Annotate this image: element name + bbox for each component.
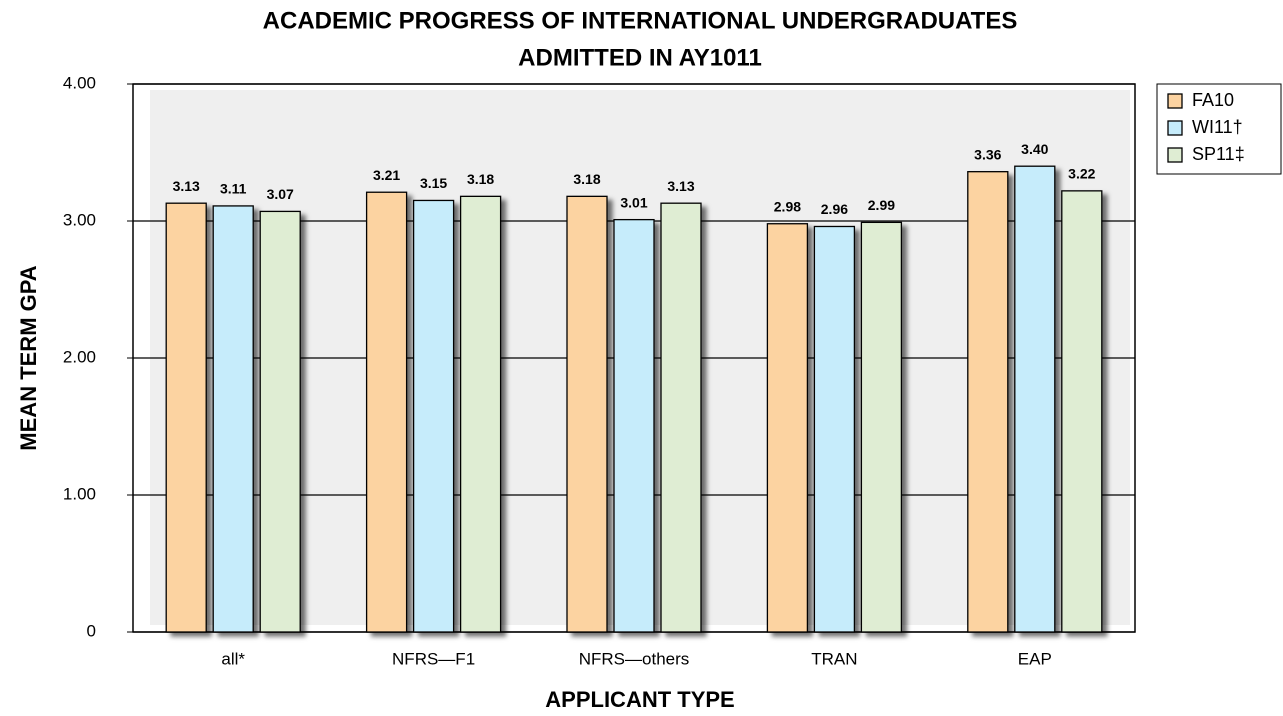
x-tick-label: EAP (1018, 649, 1052, 668)
x-tick-label: all* (221, 649, 245, 668)
value-label: 3.13 (667, 178, 694, 194)
value-label: 3.22 (1068, 166, 1095, 182)
bar (614, 220, 654, 632)
value-label: 3.01 (620, 194, 647, 210)
legend-swatch (1168, 148, 1182, 162)
y-axis-label: MEAN TERM GPA (16, 265, 41, 450)
bar (814, 226, 854, 632)
legend-swatch (1168, 94, 1182, 108)
value-label: 2.99 (868, 197, 895, 213)
value-label: 3.18 (467, 171, 494, 187)
bar (1015, 166, 1055, 632)
bar (461, 196, 501, 632)
value-label: 2.96 (821, 201, 848, 217)
y-tick-label: 2.00 (63, 347, 96, 366)
x-axis-label: APPLICANT TYPE (545, 687, 734, 712)
y-tick-label: 4.00 (63, 73, 96, 92)
y-tick-label: 0 (87, 621, 96, 640)
chart-title: ACADEMIC PROGRESS OF INTERNATIONAL UNDER… (263, 7, 1018, 34)
value-label: 3.07 (267, 186, 294, 202)
y-tick-label: 1.00 (63, 484, 96, 503)
legend-swatch (1168, 121, 1182, 135)
legend-label: SP11‡ (1192, 144, 1245, 164)
value-label: 3.18 (573, 171, 600, 187)
bar (661, 203, 701, 632)
value-label: 3.40 (1021, 141, 1048, 157)
legend-label: FA10 (1192, 90, 1234, 110)
legend-label: WI11† (1192, 117, 1243, 137)
bar (767, 224, 807, 632)
bar (567, 196, 607, 632)
value-label: 3.11 (220, 181, 247, 197)
x-tick-label: TRAN (811, 649, 857, 668)
bar (166, 203, 206, 632)
value-label: 2.98 (774, 198, 801, 214)
chart: ACADEMIC PROGRESS OF INTERNATIONAL UNDER… (0, 0, 1283, 716)
bar (367, 192, 407, 632)
bar (213, 206, 253, 632)
value-label: 3.15 (420, 175, 447, 191)
x-tick-label: NFRS—F1 (392, 649, 475, 668)
value-label: 3.36 (974, 146, 1001, 162)
chart-title: ADMITTED IN AY1011 (518, 44, 762, 71)
bar (968, 172, 1008, 632)
x-tick-label: NFRS—others (579, 649, 690, 668)
bar (260, 211, 300, 632)
bar (861, 222, 901, 632)
bar (1062, 191, 1102, 632)
value-label: 3.13 (173, 178, 200, 194)
bar (414, 200, 454, 632)
value-label: 3.21 (373, 167, 400, 183)
y-tick-label: 3.00 (63, 210, 96, 229)
